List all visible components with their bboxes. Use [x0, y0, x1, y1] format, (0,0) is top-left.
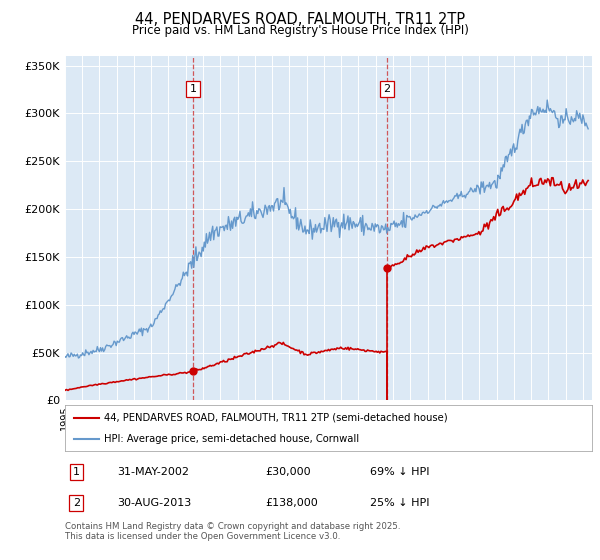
Text: 44, PENDARVES ROAD, FALMOUTH, TR11 2TP: 44, PENDARVES ROAD, FALMOUTH, TR11 2TP	[135, 12, 465, 27]
Text: 2: 2	[73, 498, 80, 508]
Text: 44, PENDARVES ROAD, FALMOUTH, TR11 2TP (semi-detached house): 44, PENDARVES ROAD, FALMOUTH, TR11 2TP (…	[104, 413, 448, 423]
Text: 69% ↓ HPI: 69% ↓ HPI	[370, 467, 430, 477]
Text: 1: 1	[190, 83, 196, 94]
Text: Price paid vs. HM Land Registry's House Price Index (HPI): Price paid vs. HM Land Registry's House …	[131, 24, 469, 37]
Text: Contains HM Land Registry data © Crown copyright and database right 2025.
This d: Contains HM Land Registry data © Crown c…	[65, 522, 400, 542]
Text: 31-MAY-2002: 31-MAY-2002	[118, 467, 190, 477]
Text: £30,000: £30,000	[265, 467, 311, 477]
Text: HPI: Average price, semi-detached house, Cornwall: HPI: Average price, semi-detached house,…	[104, 435, 359, 444]
Text: 30-AUG-2013: 30-AUG-2013	[118, 498, 192, 508]
Text: 1: 1	[73, 467, 80, 477]
Text: 25% ↓ HPI: 25% ↓ HPI	[370, 498, 430, 508]
Text: £138,000: £138,000	[265, 498, 318, 508]
Text: 2: 2	[383, 83, 391, 94]
